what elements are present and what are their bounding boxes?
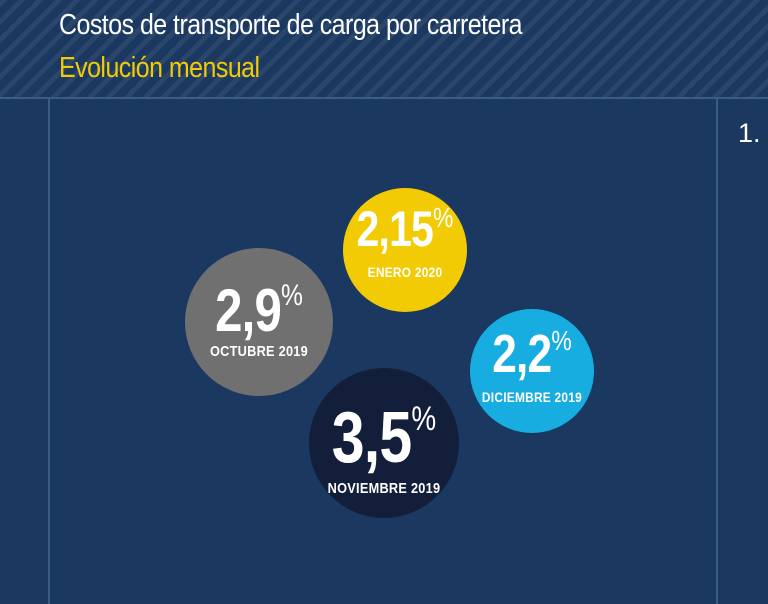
bubble-label: OCTUBRE 2019 — [209, 343, 309, 360]
right-divider — [716, 99, 718, 604]
bubble-diciembre-2019: 2,2% DICIEMBRE 2019 — [470, 309, 594, 433]
percent-sign: % — [281, 279, 303, 312]
page-title: Costos de transporte de carga por carret… — [59, 9, 523, 41]
percent-sign: % — [411, 400, 437, 438]
bubble-value: 2,9% — [198, 281, 319, 341]
bubble-number: 2,9 — [215, 277, 282, 344]
bubble-number: 3,5 — [331, 398, 412, 478]
percent-sign: % — [433, 202, 454, 233]
bubble-enero-2020: 2,15% ENERO 2020 — [343, 188, 467, 312]
left-divider — [48, 99, 50, 604]
page-number: 1. — [738, 118, 761, 148]
bubble-value: 2,15% — [354, 201, 456, 257]
percent-sign: % — [551, 325, 572, 356]
bubble-label: ENERO 2020 — [367, 264, 443, 280]
bubble-label: NOVIEMBRE 2019 — [327, 480, 441, 497]
bubble-value: 3,5% — [323, 402, 446, 474]
bubble-noviembre-2019: 3,5% NOVIEMBRE 2019 — [309, 368, 459, 518]
bubble-octubre-2019: 2,9% OCTUBRE 2019 — [185, 248, 333, 396]
bubble-number: 2,15 — [356, 201, 434, 257]
page-subtitle: Evolución mensual — [59, 52, 260, 84]
bubble-value: 2,2% — [481, 324, 583, 384]
bubble-label: DICIEMBRE 2019 — [481, 389, 583, 405]
header-banner: Costos de transporte de carga por carret… — [0, 0, 768, 99]
bubble-number: 2,2 — [492, 324, 552, 384]
